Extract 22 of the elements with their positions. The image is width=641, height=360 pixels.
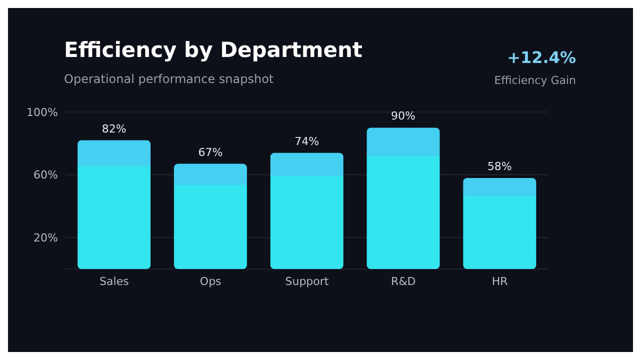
bar — [78, 140, 151, 269]
data-label: 74% — [294, 134, 320, 148]
x-tick-label: HR — [492, 274, 508, 288]
text: Efficiency Gain — [494, 74, 576, 87]
bar — [270, 152, 344, 269]
data-label: 58% — [487, 160, 512, 173]
bar — [366, 128, 440, 269]
data-label: 82% — [102, 122, 126, 136]
chart-title: Efficiency by Department — [64, 38, 362, 62]
x-tick-label: Sales — [100, 274, 130, 288]
x-tick-label: R&D — [391, 274, 416, 288]
bar — [463, 178, 536, 269]
y-tick-label: 100% — [26, 106, 58, 119]
data-label: 90% — [391, 110, 416, 123]
bar — [174, 164, 247, 269]
x-tick-label: Support — [285, 274, 330, 288]
y-tick-label: 60% — [34, 168, 58, 182]
data-label: 67% — [198, 146, 223, 159]
text: +12.4% — [507, 48, 576, 67]
chart-subtitle: Operational performance snapshot — [64, 72, 274, 86]
x-tick-label: Ops — [200, 274, 222, 288]
y-tick-label: 20% — [34, 232, 58, 245]
